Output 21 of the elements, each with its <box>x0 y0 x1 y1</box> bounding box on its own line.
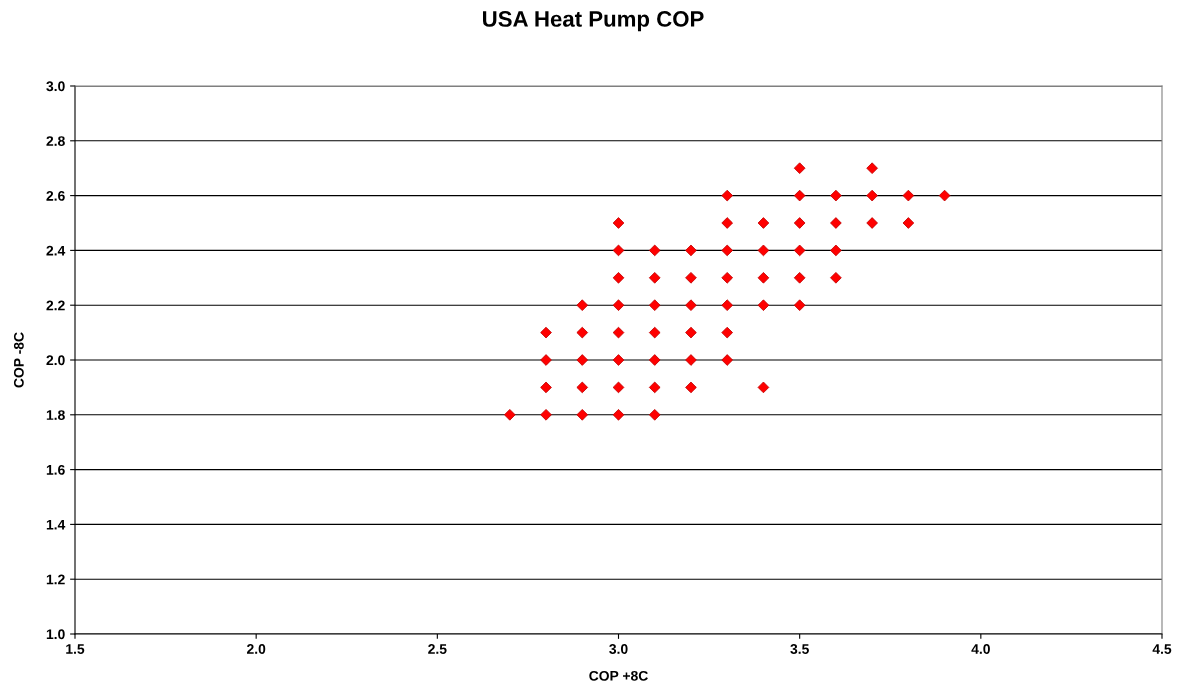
y-tick-label: 3.0 <box>46 81 65 92</box>
x-tick-label: 3.5 <box>790 644 809 654</box>
y-axis-title: COP -8C <box>13 332 24 388</box>
y-tick-label: 1.0 <box>46 629 65 640</box>
y-tick-label: 1.4 <box>46 519 66 530</box>
y-tick-label: 2.2 <box>46 300 65 311</box>
x-axis-title: COP +8C <box>589 670 648 681</box>
y-tick-label: 2.6 <box>46 190 65 201</box>
y-tick-label: 1.2 <box>46 574 65 585</box>
x-tick-label: 2.5 <box>428 644 447 654</box>
y-tick-label: 2.4 <box>46 245 66 256</box>
y-tick-label: 1.8 <box>46 410 65 420</box>
x-tick-label: 3.0 <box>609 644 628 654</box>
x-tick-label: 4.5 <box>1152 644 1172 654</box>
y-tick-label: 2.0 <box>46 355 65 366</box>
x-tick-label: 2.0 <box>247 644 266 654</box>
chart-title: USA Heat Pump COP <box>483 11 704 32</box>
y-tick-label: 2.8 <box>46 136 65 146</box>
y-tick-label: 1.6 <box>46 464 65 475</box>
x-tick-label: 4.0 <box>971 644 990 654</box>
x-tick-label: 1.5 <box>66 644 85 654</box>
